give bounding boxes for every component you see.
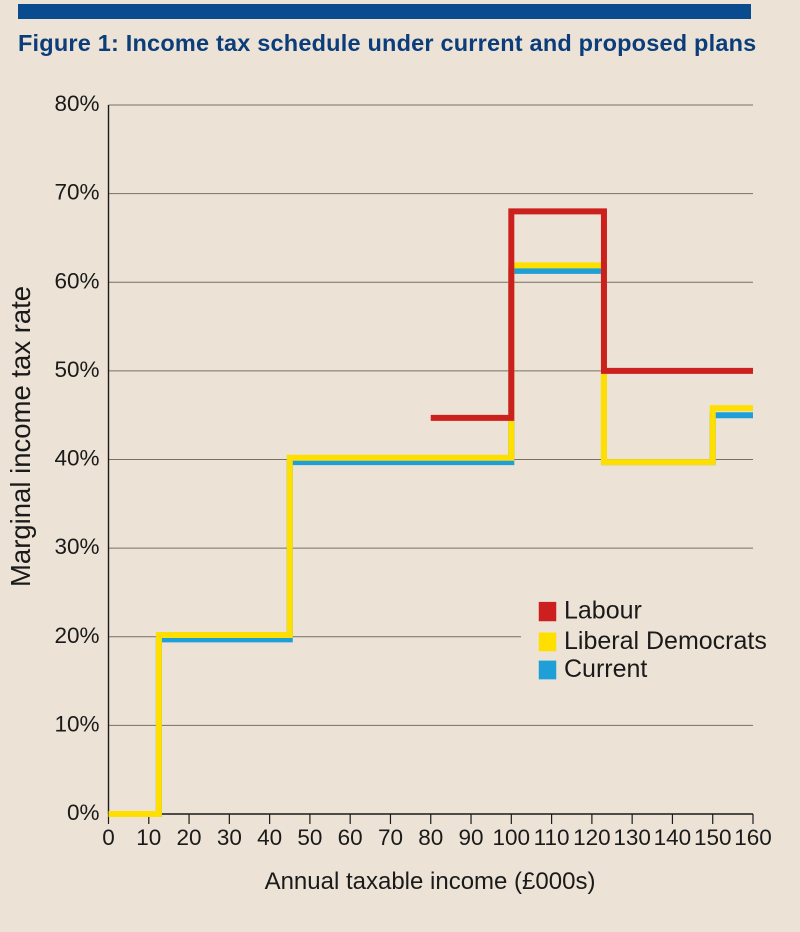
- svg-text:20%: 20%: [54, 623, 99, 648]
- svg-text:0%: 0%: [67, 800, 100, 825]
- svg-text:150: 150: [694, 825, 732, 850]
- svg-text:Labour: Labour: [564, 597, 642, 625]
- svg-text:0: 0: [102, 825, 115, 850]
- svg-text:90: 90: [459, 825, 484, 850]
- svg-text:70%: 70%: [54, 180, 99, 205]
- svg-text:40: 40: [257, 825, 282, 850]
- svg-text:Current: Current: [564, 655, 647, 683]
- svg-text:10: 10: [136, 825, 161, 850]
- svg-text:20: 20: [177, 825, 202, 850]
- svg-text:70: 70: [378, 825, 403, 850]
- svg-text:80: 80: [418, 825, 443, 850]
- svg-text:130: 130: [613, 825, 651, 850]
- svg-text:60%: 60%: [54, 268, 99, 293]
- svg-text:160: 160: [734, 825, 772, 850]
- svg-text:50: 50: [297, 825, 322, 850]
- svg-text:30: 30: [217, 825, 242, 850]
- svg-text:10%: 10%: [54, 712, 99, 737]
- svg-text:Marginal income tax rate: Marginal income tax rate: [5, 286, 36, 587]
- svg-text:140: 140: [654, 825, 692, 850]
- svg-text:80%: 80%: [54, 91, 99, 116]
- svg-text:Annual taxable income (£000s): Annual taxable income (£000s): [265, 868, 596, 895]
- svg-text:50%: 50%: [54, 357, 99, 382]
- svg-text:110: 110: [534, 825, 570, 850]
- svg-text:60: 60: [338, 825, 363, 850]
- svg-text:120: 120: [573, 825, 611, 850]
- svg-text:30%: 30%: [54, 534, 99, 559]
- svg-text:100: 100: [493, 825, 531, 850]
- svg-text:Liberal Democrats: Liberal Democrats: [564, 627, 767, 655]
- svg-text:40%: 40%: [54, 446, 99, 471]
